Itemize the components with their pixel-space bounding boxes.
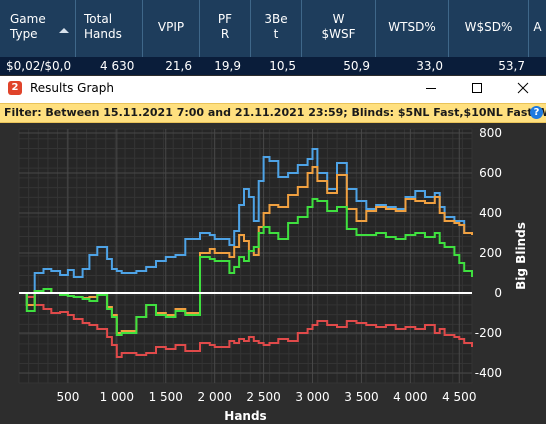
stats-table-header: Game Type Total Hands VPIP PF R 3Be t W … [0, 0, 546, 57]
cell-wtsd: 33,0 [416, 59, 443, 73]
x-axis-title: Hands [224, 409, 266, 423]
column-header-label: VPIP [157, 20, 185, 34]
series-line-green [19, 198, 473, 336]
column-header-3bet[interactable]: 3Be t [251, 0, 302, 57]
y-tick-label: 400 [479, 206, 502, 220]
column-header-label: Game Type [10, 12, 46, 41]
cell-game-type: $0,02/$0,0 [6, 59, 72, 73]
x-tick-label: 2 500 [246, 390, 280, 404]
x-tick-label: 1 000 [100, 390, 134, 404]
results-chart: -400 -200 0 200 400 600 800 500 1 000 1 500 2 000 2… [0, 123, 546, 424]
cell-vpip: 21,6 [165, 59, 192, 73]
cell-3bet: 10,5 [269, 59, 296, 73]
maximize-button[interactable] [454, 76, 500, 100]
x-tick-label: 3 500 [344, 390, 378, 404]
column-header-wwsf[interactable]: W $WSF [302, 0, 376, 57]
x-tick-label: 4 500 [442, 390, 476, 404]
column-header-vpip[interactable]: VPIP [143, 0, 200, 57]
results-graph-window: 2 Results Graph Filter: Between 15.11.20… [0, 76, 546, 424]
column-header-wsd[interactable]: W$SD% [449, 0, 529, 57]
y-tick-label: 600 [479, 166, 502, 180]
close-icon [517, 82, 529, 94]
x-tick-label: 500 [56, 390, 79, 404]
maximize-icon [472, 83, 482, 93]
cell-wwsf: 50,9 [343, 59, 370, 73]
column-header-pfr[interactable]: PF R [200, 0, 251, 57]
cell-wsd: 53,7 [498, 59, 525, 73]
y-tick-label: 200 [479, 246, 502, 260]
column-header-label: PF R [217, 12, 233, 41]
sort-ascending-icon [59, 28, 69, 33]
column-header-game-type[interactable]: Game Type [0, 0, 76, 57]
column-header-label: W $WSF [321, 12, 356, 41]
column-header-wtsd[interactable]: WTSD% [376, 0, 449, 57]
cell-pfr: 19,9 [214, 59, 241, 73]
title-bar[interactable]: 2 Results Graph [0, 76, 546, 100]
column-header-label: WTSD% [388, 20, 436, 34]
series-line-blue [19, 148, 473, 306]
window-title: Results Graph [30, 81, 114, 95]
y-tick-label: 0 [494, 286, 502, 300]
column-header-label: 3Be t [264, 12, 288, 41]
chart-svg: -400 -200 0 200 400 600 800 500 1 000 1 500 2 000 2… [18, 126, 528, 423]
close-button[interactable] [500, 76, 546, 100]
column-header-total-hands[interactable]: Total Hands [76, 0, 143, 57]
y-axis-title: Big Blinds [514, 222, 528, 290]
filter-text: Filter: Between 15.11.2021 7:00 and 21.1… [4, 106, 546, 119]
y-tick-label: 800 [479, 126, 502, 140]
x-tick-label: 4 000 [393, 390, 427, 404]
minimize-icon [426, 88, 436, 89]
cell-total-hands: 4 630 [100, 59, 135, 73]
x-tick-label: 1 500 [149, 390, 183, 404]
filter-bar: Filter: Between 15.11.2021 7:00 and 21.1… [0, 103, 546, 123]
y-tick-label: -200 [475, 326, 502, 340]
column-header-label: W$SD% [464, 20, 513, 34]
help-icon[interactable]: ? [530, 106, 543, 119]
x-tick-label: 3 000 [295, 390, 329, 404]
x-tick-label: 2 000 [198, 390, 232, 404]
column-header-label: A [533, 20, 542, 34]
series-line-red [19, 292, 473, 358]
app-logo-icon: 2 [8, 81, 22, 95]
column-header-more[interactable]: A [529, 0, 546, 57]
column-header-label: Total Hands [84, 12, 122, 41]
stats-table-row[interactable]: $0,02/$0,0 4 630 21,6 19,9 10,5 50,9 33,… [0, 57, 546, 75]
y-tick-label: -400 [475, 366, 502, 380]
minimize-button[interactable] [408, 76, 454, 100]
